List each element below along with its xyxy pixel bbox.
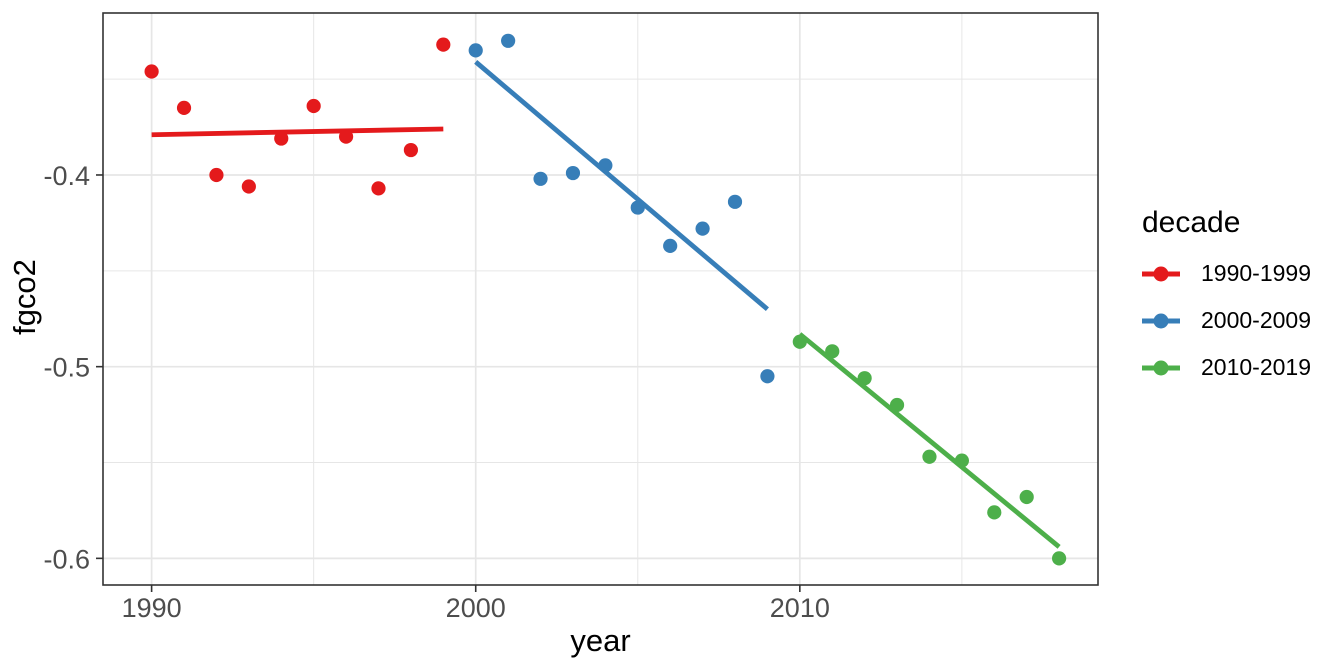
- data-point-1990-1999: [436, 37, 451, 52]
- trend-line-2000-2009: [474, 60, 769, 311]
- legend-item-label: 2010-2019: [1201, 354, 1311, 380]
- data-point-1990-1999: [306, 98, 321, 114]
- data-point-1990-1999: [144, 64, 159, 79]
- y-tick-label: -0.6: [43, 544, 90, 574]
- legend-item-label: 1990-1999: [1201, 260, 1311, 286]
- data-point-2010-2019: [987, 505, 1002, 520]
- data-point-2000-2009: [760, 369, 775, 384]
- x-tick-label: 1990: [122, 593, 182, 623]
- y-axis-title: fgco2: [7, 259, 42, 335]
- x-tick-label: 2000: [446, 593, 506, 623]
- panel-background: [103, 13, 1098, 585]
- data-point-2000-2009: [468, 43, 483, 58]
- data-point-1990-1999: [241, 179, 256, 194]
- data-point-2000-2009: [501, 33, 516, 48]
- legend-item-label: 2000-2009: [1201, 307, 1311, 333]
- legend-key-dot: [1153, 360, 1169, 375]
- legend-title: decade: [1142, 206, 1241, 239]
- data-point-2010-2019: [1052, 551, 1067, 566]
- data-point-2000-2009: [695, 221, 710, 236]
- data-point-2000-2009: [727, 194, 743, 209]
- legend-item-2010-2019: 2010-2019: [1142, 344, 1311, 391]
- legend-key-line-dot-icon: [1142, 265, 1180, 283]
- data-point-1990-1999: [209, 167, 224, 183]
- legend-items: 1990-1999 2000-2009 2010-2019: [1142, 250, 1311, 391]
- data-point-2000-2009: [663, 238, 678, 254]
- legend-key-line-dot-icon: [1142, 312, 1180, 330]
- legend-item-2000-2009: 2000-2009: [1142, 297, 1311, 344]
- legend-key-line-dot-icon: [1142, 359, 1180, 377]
- x-tick-label: 2010: [770, 593, 830, 623]
- data-point-1990-1999: [176, 100, 192, 115]
- data-point-2010-2019: [922, 449, 937, 464]
- data-point-1990-1999: [403, 142, 418, 158]
- x-axis-title: year: [570, 623, 631, 658]
- legend: decade 1990-1999 2000-2009 2010-2019: [1142, 206, 1311, 391]
- legend-key-dot: [1153, 313, 1169, 328]
- panel-border: [102, 12, 1099, 586]
- y-tick-label: -0.4: [43, 161, 90, 191]
- trend-line-2010-2019: [798, 332, 1061, 549]
- data-point-1990-1999: [371, 181, 386, 196]
- y-tick-label: -0.5: [43, 353, 90, 383]
- data-point-2000-2009: [533, 171, 548, 186]
- data-point-2010-2019: [1019, 489, 1034, 505]
- data-point-2000-2009: [565, 165, 581, 181]
- data-point-1990-1999: [274, 131, 289, 146]
- trend-line-1990-1999: [151, 126, 444, 138]
- legend-item-1990-1999: 1990-1999: [1142, 250, 1311, 297]
- legend-key-dot: [1153, 266, 1169, 281]
